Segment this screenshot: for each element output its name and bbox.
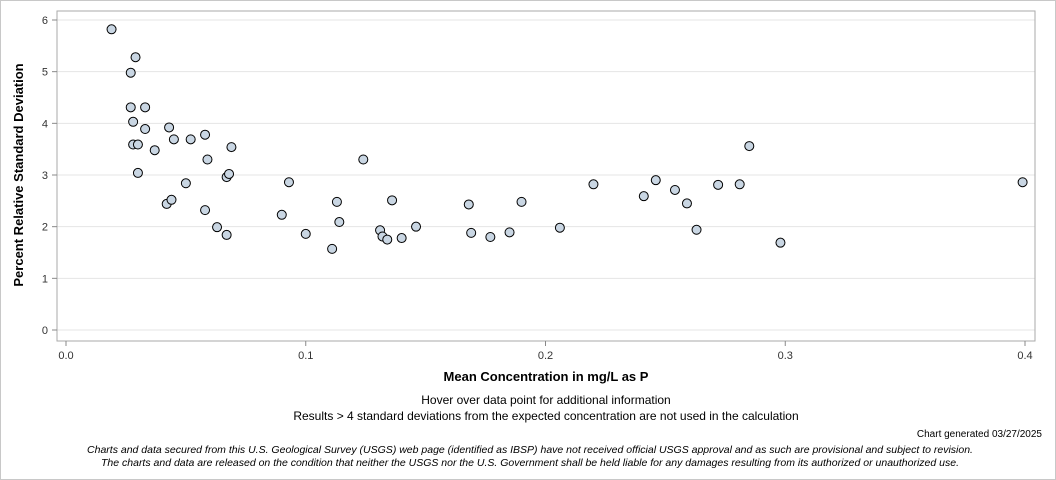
y-tick-label: 4 bbox=[42, 118, 48, 130]
data-point[interactable] bbox=[212, 222, 223, 233]
y-axis-ticks: 0 1 2 3 4 5 6 bbox=[42, 15, 57, 337]
data-point[interactable] bbox=[669, 184, 680, 195]
x-axis-ticks: 0.0 0.1 0.2 0.3 0.4 bbox=[58, 341, 1033, 362]
data-point[interactable] bbox=[638, 191, 649, 202]
data-point[interactable] bbox=[650, 175, 661, 186]
data-point[interactable] bbox=[132, 167, 143, 178]
data-point[interactable] bbox=[300, 228, 311, 239]
x-tick-label: 0.4 bbox=[1017, 350, 1032, 362]
generated-date: Chart generated 03/27/2025 bbox=[916, 429, 1042, 440]
exclusion-note: Results > 4 standard deviations from the… bbox=[293, 409, 799, 423]
data-point[interactable] bbox=[283, 177, 294, 188]
data-point[interactable] bbox=[681, 198, 692, 209]
data-points bbox=[106, 24, 1028, 254]
data-point[interactable] bbox=[775, 237, 786, 248]
data-point[interactable] bbox=[327, 243, 338, 254]
y-tick-label: 0 bbox=[42, 325, 48, 337]
data-point[interactable] bbox=[166, 194, 177, 205]
x-tick-label: 0.2 bbox=[538, 350, 553, 362]
data-point[interactable] bbox=[140, 102, 151, 113]
x-tick-label: 0.0 bbox=[58, 350, 73, 362]
data-point[interactable] bbox=[691, 224, 702, 235]
data-point[interactable] bbox=[130, 52, 141, 63]
y-tick-label: 3 bbox=[42, 170, 48, 182]
data-point[interactable] bbox=[202, 154, 213, 165]
data-point[interactable] bbox=[221, 229, 232, 240]
data-point[interactable] bbox=[224, 168, 235, 179]
data-point[interactable] bbox=[132, 139, 143, 150]
data-point[interactable] bbox=[554, 222, 565, 233]
data-point[interactable] bbox=[387, 195, 398, 206]
data-point[interactable] bbox=[185, 134, 196, 145]
data-point[interactable] bbox=[396, 233, 407, 244]
x-axis-title: Mean Concentration in mg/L as P bbox=[444, 369, 649, 384]
y-tick-label: 2 bbox=[42, 222, 48, 234]
y-tick-label: 1 bbox=[42, 273, 48, 285]
data-point[interactable] bbox=[140, 124, 151, 135]
data-point[interactable] bbox=[125, 67, 136, 78]
x-tick-label: 0.3 bbox=[778, 350, 793, 362]
data-point[interactable] bbox=[734, 179, 745, 190]
data-point[interactable] bbox=[331, 196, 342, 207]
data-point[interactable] bbox=[164, 122, 175, 133]
data-point[interactable] bbox=[1017, 177, 1028, 188]
data-point[interactable] bbox=[713, 179, 724, 190]
data-point[interactable] bbox=[744, 141, 755, 152]
data-point[interactable] bbox=[466, 227, 477, 238]
x-tick-label: 0.1 bbox=[298, 350, 313, 362]
data-point[interactable] bbox=[463, 199, 474, 210]
hover-note: Hover over data point for additional inf… bbox=[421, 393, 671, 407]
data-point[interactable] bbox=[168, 134, 179, 145]
data-point[interactable] bbox=[128, 116, 139, 127]
data-point[interactable] bbox=[106, 24, 117, 35]
data-point[interactable] bbox=[358, 154, 369, 165]
data-point[interactable] bbox=[149, 145, 160, 156]
data-point[interactable] bbox=[504, 227, 515, 238]
data-point[interactable] bbox=[180, 178, 191, 189]
data-point[interactable] bbox=[485, 232, 496, 242]
data-point[interactable] bbox=[411, 221, 422, 232]
data-point[interactable] bbox=[125, 102, 136, 113]
y-tick-label: 5 bbox=[42, 67, 48, 79]
disclaimer-line-2: The charts and data are released on the … bbox=[101, 457, 959, 469]
data-point[interactable] bbox=[588, 179, 599, 190]
y-tick-label: 6 bbox=[42, 15, 48, 27]
plot-border bbox=[56, 10, 1036, 342]
data-point[interactable] bbox=[200, 129, 211, 140]
data-point[interactable] bbox=[516, 196, 527, 207]
disclaimer-line-1: Charts and data secured from this U.S. G… bbox=[87, 444, 973, 456]
data-point[interactable] bbox=[382, 234, 393, 245]
data-point[interactable] bbox=[334, 217, 345, 228]
y-axis-title: Percent Relative Standard Deviation bbox=[11, 63, 26, 286]
data-point[interactable] bbox=[200, 205, 211, 216]
data-point[interactable] bbox=[226, 142, 237, 153]
data-point[interactable] bbox=[276, 209, 287, 220]
grid-lines bbox=[57, 19, 1035, 331]
